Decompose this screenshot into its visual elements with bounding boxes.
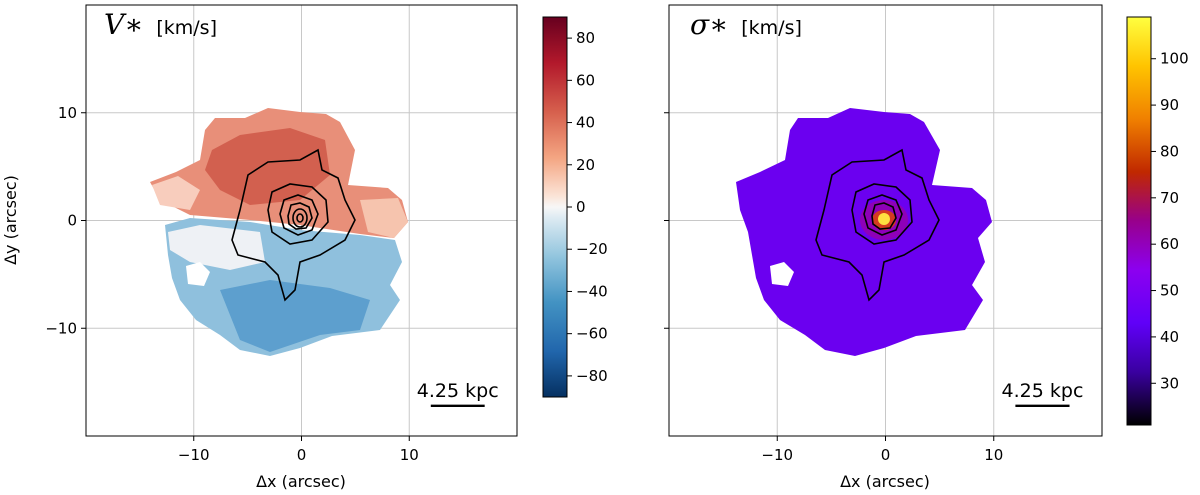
dispersion-contour <box>815 148 940 302</box>
velocity-colorbar: 80 60 40 20 0 −20 −40 −60 −80 <box>542 16 608 398</box>
dispersion-colorbar-tick-label: 60 <box>1160 235 1179 253</box>
velocity-map-outer-redshift <box>152 176 200 210</box>
dispersion-scale-bar-label: 4.25 kpc <box>1002 380 1084 402</box>
velocity-contour <box>296 213 304 223</box>
velocity-title: V∗ [km/s] <box>104 8 217 41</box>
dispersion-xtick-label: 0 <box>881 446 891 464</box>
dispersion-map-hole <box>770 262 794 286</box>
velocity-contour <box>287 202 313 230</box>
dispersion-title-symbol: σ∗ <box>690 8 728 41</box>
velocity-xlabel: Δx (arcsec) <box>256 472 346 491</box>
velocity-colorbar-gradient <box>542 16 568 398</box>
dispersion-xlabel: Δx (arcsec) <box>840 472 930 491</box>
velocity-map-outer-blueshift <box>168 225 265 270</box>
velocity-map-hole <box>186 262 210 286</box>
velocity-ytick-label: 0 <box>67 212 77 230</box>
velocity-colorbar-tick-label: −60 <box>576 325 608 343</box>
dispersion-title: σ∗ [km/s] <box>690 8 802 41</box>
dispersion-colorbar: 100 90 80 70 60 50 40 30 <box>1126 16 1189 426</box>
dispersion-colorbar-tick-label: 50 <box>1160 282 1179 300</box>
dispersion-colorbar-ticks: 100 90 80 70 60 50 40 30 <box>1151 50 1189 392</box>
velocity-xtick-label: 0 <box>297 446 307 464</box>
dispersion-colorbar-tick-label: 40 <box>1160 328 1179 346</box>
dispersion-ticks: −10 0 10 <box>664 112 1003 464</box>
velocity-colorbar-tick-label: 40 <box>576 114 595 132</box>
dispersion-xtick-label: 10 <box>984 446 1003 464</box>
dispersion-xtick-label: −10 <box>761 446 793 464</box>
dispersion-contours <box>815 148 940 302</box>
dispersion-map-region <box>736 108 992 356</box>
velocity-colorbar-tick-label: 0 <box>576 198 586 216</box>
velocity-xtick-label: 10 <box>400 446 419 464</box>
velocity-colorbar-tick-label: 80 <box>576 29 595 47</box>
dispersion-colorbar-tick-label: 90 <box>1160 96 1179 114</box>
velocity-panel: −10 0 10 10 0 −10 V∗ [km/s] 4.25 kpc Δx (arcs… <box>1 4 608 491</box>
velocity-title-unit: [km/s] <box>156 17 217 39</box>
velocity-colorbar-tick-label: −40 <box>576 282 608 300</box>
velocity-colorbar-tick-label: 20 <box>576 156 595 174</box>
velocity-map-east-redshift <box>360 198 408 238</box>
velocity-ylabel: Δy (arcsec) <box>1 175 20 265</box>
velocity-title-symbol: V∗ <box>104 8 143 41</box>
velocity-colorbar-ticks: 80 60 40 20 0 −20 −40 −60 −80 <box>567 29 608 385</box>
velocity-map <box>150 108 408 356</box>
dispersion-colorbar-tick-label: 70 <box>1160 189 1179 207</box>
velocity-ticks: −10 0 10 10 0 −10 <box>45 104 418 464</box>
dispersion-core-inner <box>878 213 890 225</box>
dispersion-colorbar-tick-label: 100 <box>1160 50 1189 68</box>
dispersion-title-unit: [km/s] <box>741 17 802 39</box>
dispersion-colorbar-tick-label: 80 <box>1160 142 1179 160</box>
velocity-map-core-blueshift <box>220 280 370 352</box>
velocity-colorbar-tick-label: 60 <box>576 71 595 89</box>
dispersion-colorbar-gradient <box>1126 16 1152 426</box>
velocity-contours <box>231 148 356 302</box>
dispersion-contour <box>851 183 913 245</box>
velocity-contour <box>292 208 308 228</box>
velocity-contour <box>279 194 319 236</box>
velocity-ytick-label: −10 <box>45 319 77 337</box>
dispersion-panel: −10 0 10 σ∗ [km/s] 4.25 kpc Δx (arcsec) 10… <box>664 4 1189 491</box>
velocity-scale-bar-label: 4.25 kpc <box>417 380 499 402</box>
dispersion-colorbar-tick-label: 30 <box>1160 374 1179 392</box>
dispersion-map <box>736 108 992 356</box>
velocity-xtick-label: −10 <box>178 446 210 464</box>
dispersion-contour <box>871 202 897 230</box>
velocity-contour <box>267 183 329 245</box>
velocity-colorbar-tick-label: −20 <box>576 240 608 258</box>
velocity-ytick-label: 10 <box>58 104 77 122</box>
dispersion-contour <box>863 194 903 236</box>
velocity-colorbar-tick-label: −80 <box>576 367 608 385</box>
velocity-contour <box>231 148 356 302</box>
